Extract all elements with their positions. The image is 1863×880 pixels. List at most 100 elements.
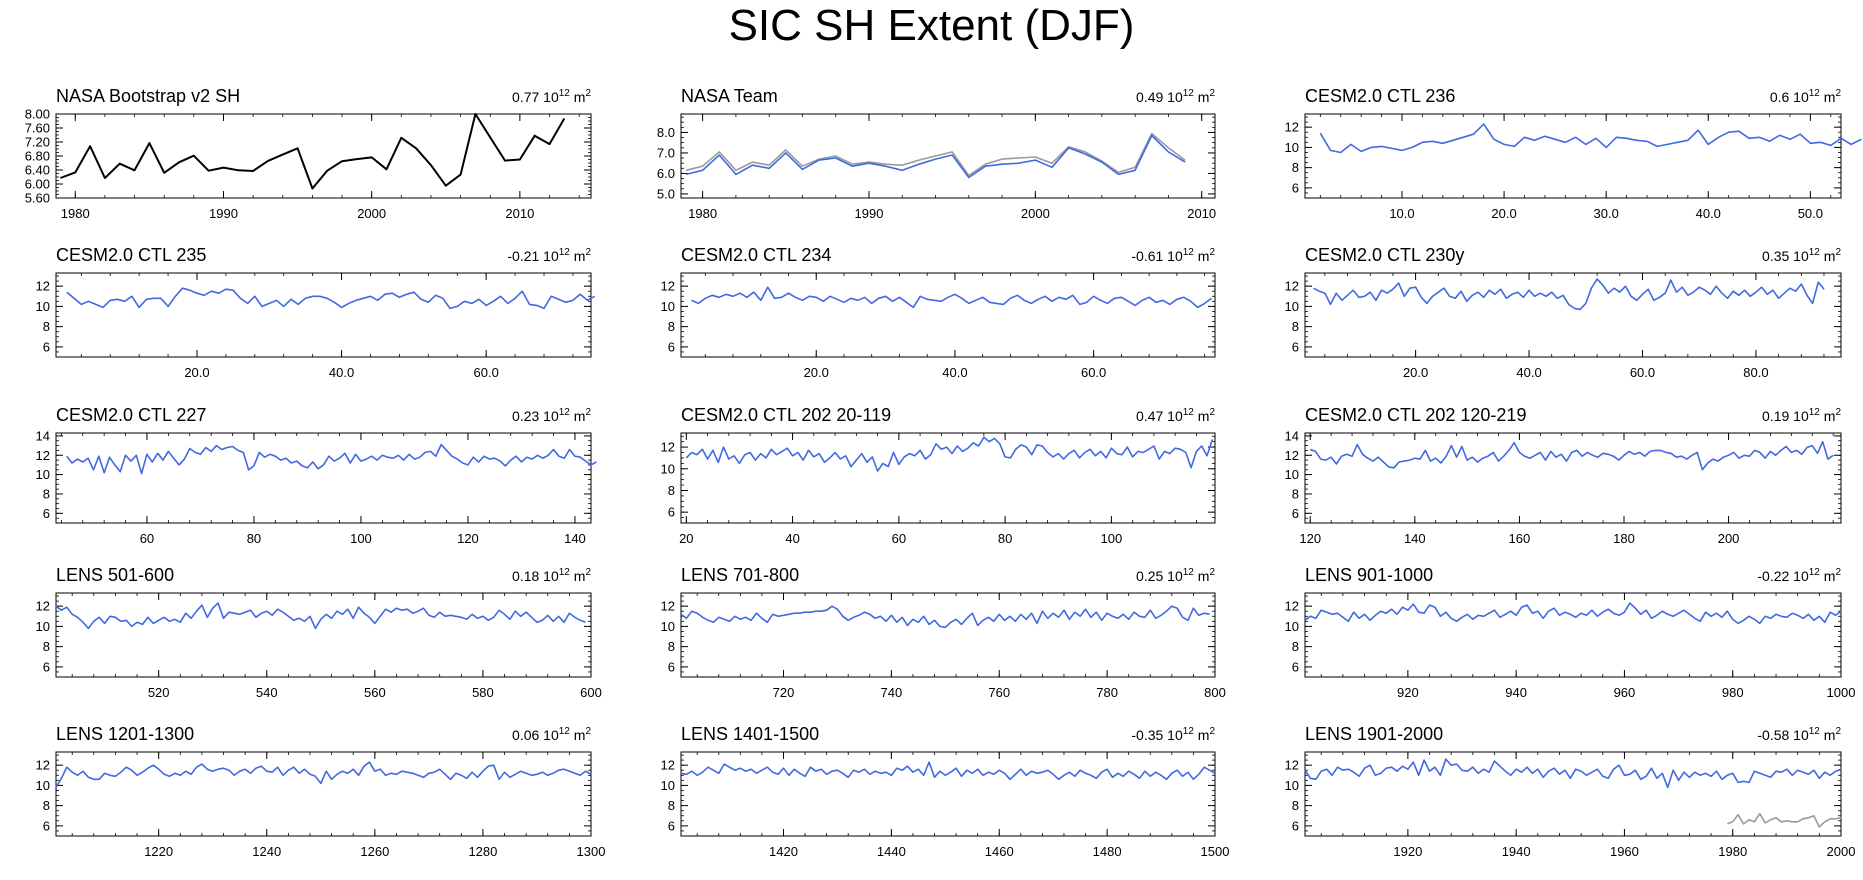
y-tick-label: 10 bbox=[1285, 299, 1299, 314]
y-tick-label: 6 bbox=[1292, 180, 1299, 195]
y-tick-label: 12 bbox=[1285, 448, 1299, 463]
y-tick-label: 6 bbox=[43, 659, 50, 674]
x-tick-label: 40.0 bbox=[1696, 206, 1721, 221]
trend-label: 0.23 1012 m2 bbox=[512, 407, 591, 424]
y-tick-label: 5.60 bbox=[25, 191, 50, 206]
y-tick-label: 10 bbox=[661, 778, 675, 793]
y-tick-label: 10 bbox=[36, 467, 50, 482]
plot-frame bbox=[680, 751, 1216, 837]
x-tick-label: 120 bbox=[1299, 531, 1321, 546]
x-tick-label: 50.0 bbox=[1798, 206, 1823, 221]
panel-title: NASA Bootstrap v2 SH bbox=[56, 86, 240, 106]
chart-panel: CESM2.0 CTL 234 -0.61 1012 m2 20.0 40.0 60.0… bbox=[661, 245, 1216, 380]
x-tick-label: 20.0 bbox=[804, 365, 829, 380]
panel-title: CESM2.0 CTL 234 bbox=[681, 245, 831, 265]
x-tick-label: 30.0 bbox=[1594, 206, 1619, 221]
plot-frame bbox=[680, 592, 1216, 678]
x-tick-label: 920 bbox=[1397, 685, 1419, 700]
y-tick-label: 8 bbox=[1292, 160, 1299, 175]
y-tick-label: 8 bbox=[1292, 486, 1299, 501]
panel-title: LENS 501-600 bbox=[56, 565, 174, 585]
y-tick-label: 8 bbox=[1292, 319, 1299, 334]
series-line bbox=[1304, 602, 1842, 625]
x-tick-label: 580 bbox=[472, 685, 494, 700]
x-tick-label: 160 bbox=[1509, 531, 1531, 546]
series-line bbox=[1319, 123, 1862, 154]
y-tick-label: 12 bbox=[36, 448, 50, 463]
chart-panel: NASA Bootstrap v2 SH 0.77 1012 m2 1980 1990… bbox=[25, 86, 592, 221]
y-tick-label: 10 bbox=[1285, 467, 1299, 482]
x-tick-label: 1980 bbox=[61, 206, 90, 221]
y-tick-label: 8 bbox=[668, 483, 675, 498]
series-line bbox=[1304, 758, 1842, 789]
y-tick-label: 8 bbox=[43, 486, 50, 501]
y-tick-label: 10 bbox=[661, 299, 675, 314]
plot-frame bbox=[680, 432, 1216, 524]
x-tick-label: 940 bbox=[1505, 685, 1527, 700]
x-tick-label: 200 bbox=[1718, 531, 1740, 546]
y-tick-label: 12 bbox=[36, 599, 50, 614]
y-tick-label: 7.20 bbox=[25, 135, 50, 150]
x-tick-label: 40.0 bbox=[329, 365, 354, 380]
x-tick-label: 20 bbox=[679, 531, 693, 546]
chart-panel: CESM2.0 CTL 202 120-219 0.19 1012 m2 120 14… bbox=[1285, 405, 1842, 546]
x-tick-label: 540 bbox=[256, 685, 278, 700]
series-line bbox=[691, 286, 1212, 309]
chart-panel: CESM2.0 CTL 230y 0.35 1012 m2 20.0 40.0 60.0… bbox=[1285, 245, 1842, 380]
x-tick-label: 60 bbox=[140, 531, 154, 546]
x-tick-label: 2000 bbox=[1021, 206, 1050, 221]
panel-title: CESM2.0 CTL 202 20-119 bbox=[681, 405, 891, 425]
y-tick-label: 12 bbox=[1285, 758, 1299, 773]
x-tick-label: 1990 bbox=[209, 206, 238, 221]
chart-panel: LENS 701-800 0.25 1012 m2 720 740 760 780 800 6… bbox=[661, 565, 1226, 700]
chart-panel: CESM2.0 CTL 227 0.23 1012 m2 60 80 100 120 140… bbox=[36, 405, 597, 546]
y-tick-label: 8 bbox=[668, 319, 675, 334]
x-tick-label: 1420 bbox=[769, 844, 798, 859]
x-tick-label: 1960 bbox=[1610, 844, 1639, 859]
y-tick-label: 6 bbox=[43, 506, 50, 521]
series-line bbox=[1727, 812, 1842, 828]
y-tick-label: 12 bbox=[1285, 279, 1299, 294]
y-tick-label: 8 bbox=[1292, 798, 1299, 813]
y-tick-label: 12 bbox=[1285, 120, 1299, 135]
y-tick-label: 6 bbox=[668, 659, 675, 674]
plot-frame bbox=[55, 432, 592, 524]
x-tick-label: 1280 bbox=[468, 844, 497, 859]
y-tick-label: 12 bbox=[36, 279, 50, 294]
trend-label: 0.47 1012 m2 bbox=[1136, 407, 1215, 424]
trend-label: 0.18 1012 m2 bbox=[512, 567, 591, 584]
x-tick-label: 780 bbox=[1096, 685, 1118, 700]
x-tick-label: 1220 bbox=[144, 844, 173, 859]
x-tick-label: 100 bbox=[1101, 531, 1123, 546]
y-tick-label: 6 bbox=[668, 505, 675, 520]
x-tick-label: 600 bbox=[580, 685, 602, 700]
y-tick-label: 8 bbox=[43, 639, 50, 654]
x-tick-label: 1920 bbox=[1393, 844, 1422, 859]
y-tick-label: 6 bbox=[1292, 339, 1299, 354]
x-tick-label: 1240 bbox=[252, 844, 281, 859]
panel-title: CESM2.0 CTL 227 bbox=[56, 405, 206, 425]
x-tick-label: 40.0 bbox=[942, 365, 967, 380]
panel-title: CESM2.0 CTL 230y bbox=[1305, 245, 1464, 265]
x-tick-label: 60 bbox=[892, 531, 906, 546]
plot-frame bbox=[1304, 751, 1842, 837]
x-tick-label: 80.0 bbox=[1743, 365, 1768, 380]
x-tick-label: 1940 bbox=[1502, 844, 1531, 859]
x-tick-label: 120 bbox=[457, 531, 479, 546]
y-tick-label: 6.00 bbox=[25, 177, 50, 192]
y-tick-label: 14 bbox=[36, 428, 50, 443]
series-line bbox=[680, 605, 1210, 629]
y-tick-label: 10 bbox=[661, 461, 675, 476]
x-tick-label: 2000 bbox=[1827, 844, 1856, 859]
x-tick-label: 760 bbox=[988, 685, 1010, 700]
y-tick-label: 8 bbox=[668, 639, 675, 654]
x-tick-label: 20.0 bbox=[1491, 206, 1516, 221]
plot-frame bbox=[1304, 272, 1842, 358]
panel-title: CESM2.0 CTL 236 bbox=[1305, 86, 1455, 106]
y-tick-label: 10 bbox=[661, 619, 675, 634]
x-tick-label: 1500 bbox=[1201, 844, 1230, 859]
x-tick-label: 40 bbox=[785, 531, 799, 546]
y-tick-label: 12 bbox=[661, 440, 675, 455]
y-tick-label: 8.0 bbox=[657, 125, 675, 140]
